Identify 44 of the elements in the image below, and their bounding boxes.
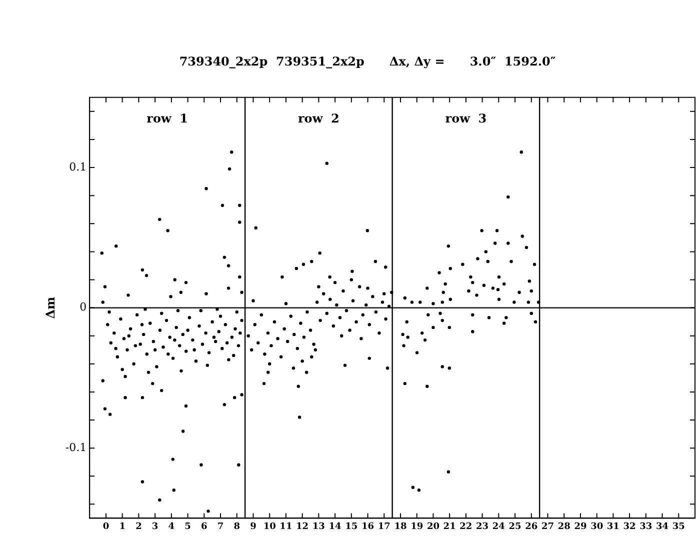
x-tick-label: 6 [201, 522, 208, 532]
y-tick-label: 0.1 [69, 160, 87, 174]
annotation: row 1 [146, 112, 188, 126]
x-tick-label: 5 [184, 522, 191, 532]
x-tick-label: 10 [263, 522, 276, 532]
x-tick-label: 3 [152, 522, 158, 532]
x-tick-label: 32 [623, 522, 636, 532]
x-tick-label: 18 [394, 522, 407, 532]
x-tick-label: 0 [102, 522, 110, 532]
y-axis-title: Δm [43, 296, 58, 319]
annotation: row 3 [445, 112, 487, 126]
y-tick-label: -0.1 [65, 440, 87, 454]
x-tick-label: 20 [426, 522, 440, 532]
x-tick-label: 15 [345, 522, 358, 532]
x-tick-label: 2 [136, 522, 142, 532]
x-tick-label: 17 [378, 522, 390, 532]
x-tick-label: 34 [656, 522, 669, 532]
x-tick-label: 25 [508, 522, 522, 532]
chart-title: 739340_2x2p 739351_2x2p Δx, Δy = 3.0″ 1592.0″ [179, 54, 556, 68]
x-tick-label: 31 [606, 522, 620, 532]
x-tick-label: 13 [312, 522, 325, 532]
x-tick-label: 24 [492, 522, 505, 532]
x-tick-label: 9 [250, 522, 256, 532]
x-tick-label: 7 [217, 522, 224, 532]
x-tick-label: 19 [410, 522, 424, 532]
x-tick-label: 26 [525, 522, 538, 532]
x-tick-label: 22 [460, 522, 472, 532]
x-tick-label: 23 [476, 522, 489, 532]
x-tick-label: 28 [558, 522, 570, 532]
y-tick-label: 0 [80, 300, 87, 314]
x-tick-label: 1 [119, 522, 126, 532]
x-tick-label: 35 [672, 522, 685, 532]
x-tick-label: 29 [574, 522, 587, 532]
x-tick-label: 21 [443, 522, 456, 532]
x-tick-label: 27 [541, 522, 554, 532]
x-tick-label: 16 [361, 522, 374, 532]
x-tick-label: 12 [296, 522, 309, 532]
x-tick-label: 4 [168, 522, 175, 532]
x-tick-label: 33 [640, 522, 652, 532]
x-tick-label: 14 [328, 522, 342, 532]
annotation: row 2 [298, 112, 340, 126]
x-tick-label: 8 [234, 522, 240, 532]
x-tick-label: 30 [590, 522, 604, 532]
x-tick-label: 11 [280, 522, 292, 532]
